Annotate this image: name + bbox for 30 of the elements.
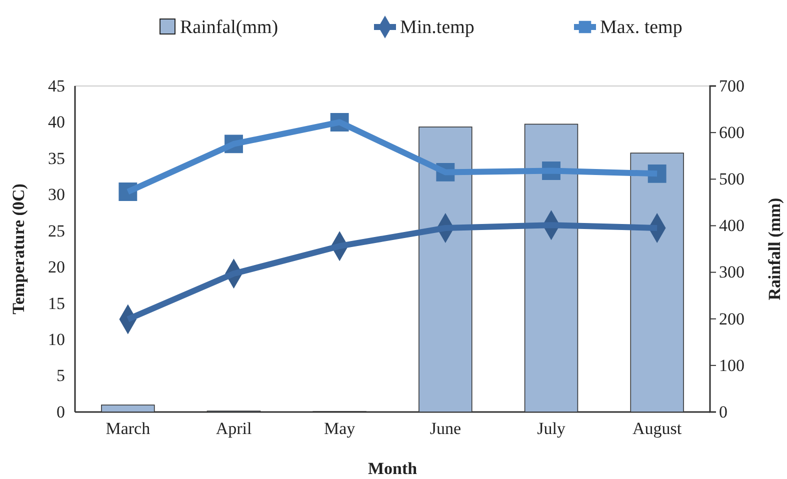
- x-tick-label: June: [430, 419, 462, 438]
- y2-tick-label: 600: [719, 123, 744, 142]
- y-tick-label: 40: [48, 112, 65, 132]
- y2-tick-label: 700: [719, 76, 744, 96]
- y-tick-label: 5: [56, 366, 65, 386]
- y-tick-label: 0: [56, 402, 65, 422]
- y2-tick-label: 500: [719, 170, 744, 189]
- y-tick-label: 10: [48, 330, 65, 349]
- legend-label: Rainfal(mm): [180, 17, 278, 38]
- x-tick-label: March: [106, 419, 151, 438]
- x-tick-label: August: [632, 419, 682, 438]
- x-tick-label: May: [324, 419, 356, 438]
- y-tick-label: 25: [48, 221, 65, 240]
- x-axis-title: Month: [368, 459, 418, 478]
- y2-tick-label: 300: [719, 262, 744, 282]
- y2-tick-label: 400: [719, 216, 744, 236]
- y2-axis-title: Rainfall (mm): [765, 198, 784, 300]
- y-tick-label: 20: [48, 258, 65, 277]
- y2-tick-label: 0: [719, 402, 728, 422]
- y2-tick-label: 100: [719, 356, 744, 375]
- y-axis-title: Temperature (0C): [9, 184, 28, 314]
- y2-tick-label: 200: [719, 309, 744, 328]
- y-tick-label: 35: [48, 148, 65, 168]
- y-tick-label: 45: [48, 76, 65, 96]
- x-tick-label: July: [537, 419, 566, 438]
- y-tick-label: 15: [48, 294, 65, 313]
- x-tick-label: April: [216, 419, 252, 438]
- legend-label: Max. temp: [600, 17, 682, 38]
- legend-label: Min.temp: [400, 17, 474, 38]
- y-tick-label: 30: [48, 185, 65, 204]
